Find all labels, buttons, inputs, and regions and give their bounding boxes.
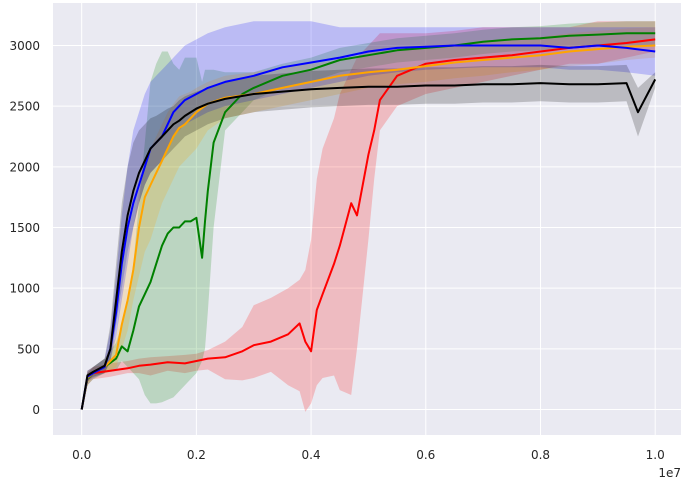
series-line-1 [80, 32, 656, 410]
series-band-3 [81, 21, 656, 410]
y-tick-label: 1000 [9, 282, 40, 296]
y-tick-label: 2500 [9, 100, 40, 114]
series-line-4 [80, 78, 657, 410]
series-lines [80, 32, 657, 410]
y-tick-label: 500 [17, 342, 40, 356]
series-band-4 [81, 64, 656, 410]
y-tick-label: 2000 [9, 160, 40, 174]
x-tick-label: 0.8 [531, 448, 550, 462]
y-tick-label: 1500 [9, 221, 40, 235]
series-line-0 [80, 38, 656, 410]
confidence-bands [81, 21, 656, 412]
y-tick-label: 3000 [9, 39, 40, 53]
series-line-3 [80, 44, 656, 410]
y-tick-label: 0 [32, 403, 40, 417]
x-tick-label: 0.0 [72, 448, 91, 462]
series-band-0 [81, 21, 656, 412]
x-tick-label: 0.6 [416, 448, 435, 462]
series-band-1 [81, 21, 656, 410]
x-offset-label: 1e7 [658, 466, 681, 480]
x-tick-label: 1.0 [646, 448, 665, 462]
x-tick-label: 0.2 [187, 448, 206, 462]
tick-labels: 0.0 0.2 0.4 0.6 0.8 1.0 0 500 1000 1500 2000 2500 30… [9, 39, 664, 462]
x-tick-label: 0.4 [302, 448, 321, 462]
series-line-2 [80, 44, 656, 410]
